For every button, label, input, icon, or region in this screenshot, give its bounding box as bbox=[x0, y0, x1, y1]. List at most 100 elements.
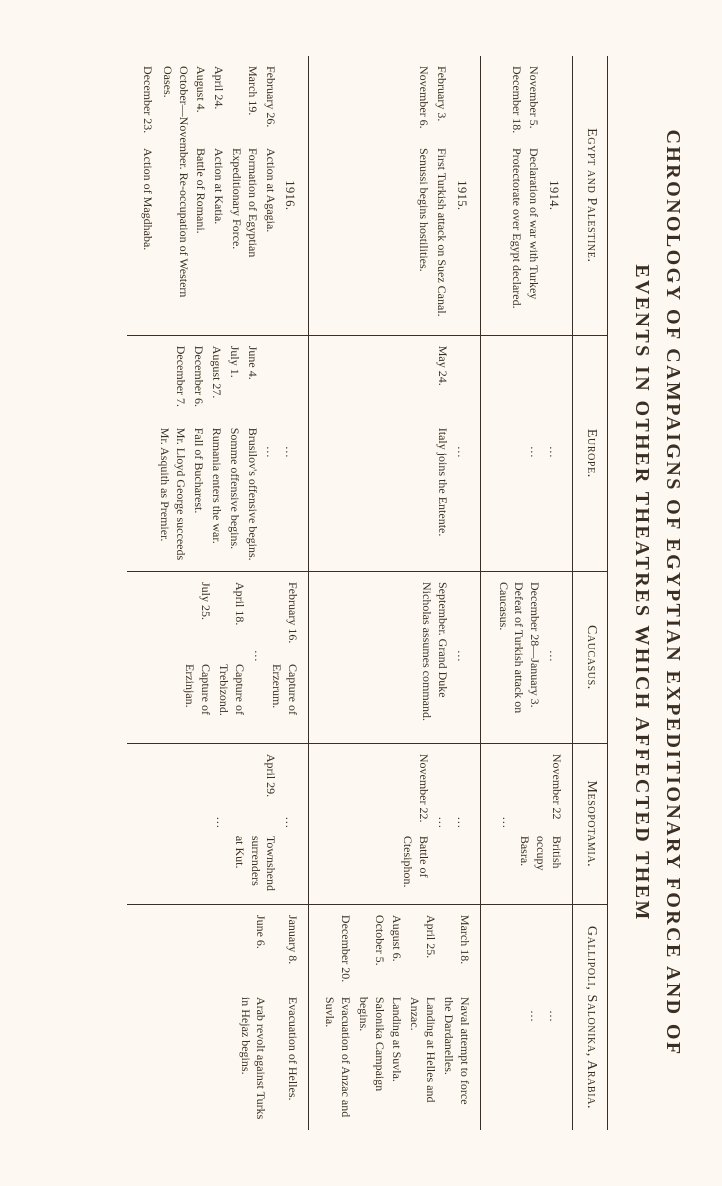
ellipsis: … bbox=[526, 915, 542, 1120]
entry: November 6. Senussi begins hostilities. bbox=[416, 66, 432, 325]
entry-date: December 7. bbox=[157, 346, 189, 428]
entry: December 23. Action of Magdhaba. bbox=[139, 66, 155, 325]
entry-date: April 18. bbox=[215, 582, 247, 664]
ellipsis: … bbox=[545, 915, 561, 1120]
entry-date: April 25. bbox=[406, 915, 438, 997]
entry: November 22 British occupy Basra. bbox=[517, 754, 564, 894]
entry: October 5. Salonika Campaign begins. bbox=[355, 915, 387, 1120]
table-header-row: Egypt and Palestine. Europe. Caucasus. M… bbox=[573, 56, 608, 1130]
year-1916: 1916. bbox=[282, 66, 299, 325]
entry-text: Battle of Romani. bbox=[193, 148, 209, 325]
entry: August 4. Battle of Romani. bbox=[193, 66, 209, 325]
ellipsis: … bbox=[545, 346, 561, 561]
entry-text: Mr. Lloyd George succeeds Mr. Asquith as… bbox=[157, 428, 189, 561]
entry: March 19. Formation of Egyptian Expediti… bbox=[228, 66, 260, 325]
entry-date: January 8. bbox=[284, 915, 300, 997]
entry: December 18. Protectorate over Egypt dec… bbox=[508, 66, 524, 325]
entry-date: December 23. bbox=[139, 66, 155, 148]
entry-text: Battle of Ctesiphon. bbox=[399, 836, 431, 894]
entry-date: March 19. bbox=[228, 66, 260, 148]
entry-date: May 24. bbox=[434, 346, 450, 428]
cell-1916-europe: … … June 4. Brusilov's offensive begins.… bbox=[127, 335, 309, 571]
ellipsis: … bbox=[545, 582, 561, 733]
entry-text: Protectorate over Egypt declared. bbox=[508, 148, 524, 325]
entry-date: August 6. bbox=[389, 915, 405, 997]
entry-text: Townshend surrenders at Kut. bbox=[231, 836, 278, 894]
entry: February 3. First Turkish attack on Suez… bbox=[433, 66, 449, 325]
entry-date: June 6. bbox=[237, 915, 269, 997]
cell-1914-meso: November 22 British occupy Basra. … bbox=[480, 743, 572, 904]
entry-date: August 4. bbox=[193, 66, 209, 148]
entry: April 18. Capture of Trebizond. bbox=[215, 582, 247, 733]
entry-text: Landing at Helles and Anzac. bbox=[406, 997, 438, 1120]
col-header-egypt: Egypt and Palestine. bbox=[573, 56, 608, 335]
entry-date: December 20. bbox=[321, 915, 353, 997]
entry-date: August 27. bbox=[208, 346, 224, 428]
entry-text: British occupy Basra. bbox=[517, 836, 564, 894]
entry: December 6. Fall of Bucharest. bbox=[190, 346, 206, 561]
title-block: CHRONOLOGY OF CAMPAIGNS OF EGYPTIAN EXPE… bbox=[626, 93, 688, 1093]
entry-date: February 3. bbox=[433, 66, 449, 148]
entry: April 29. Townshend surrenders at Kut. bbox=[231, 754, 278, 894]
cell-1915-egypt: 1915. February 3. First Turkish attack o… bbox=[309, 56, 480, 335]
entry: April 24. Action at Katia. bbox=[210, 66, 226, 325]
cell-1914-egypt: 1914. November 5. Declaration of war wit… bbox=[480, 56, 572, 335]
ellipsis: … bbox=[453, 754, 469, 894]
cell-1916-gallipoli: January 8. Evacuation of Helles. June 6.… bbox=[127, 904, 309, 1130]
entry-date: November 22 bbox=[517, 754, 564, 836]
ellipsis: … bbox=[212, 754, 228, 894]
entry-date: February 16. bbox=[269, 582, 301, 664]
ellipsis: … bbox=[453, 582, 469, 733]
ellipsis: … bbox=[453, 346, 469, 561]
entry-text: Capture of Erzerum. bbox=[269, 664, 301, 733]
title-line-2: EVENTS IN OTHER THEATRES WHICH AFFECTED … bbox=[626, 93, 657, 1093]
cell-1914-gallipoli: … … bbox=[480, 904, 572, 1130]
spacer bbox=[268, 915, 282, 1120]
cell-1914-europe: … … bbox=[480, 335, 572, 571]
entry: February 26. Action at Agagia. bbox=[262, 66, 278, 325]
entry-text: Italy joins the Entente. bbox=[434, 428, 450, 561]
entry-text: Naval attempt to force the Dardanelles. bbox=[440, 997, 472, 1120]
cell-1916-egypt: 1916. February 26. Action at Agagia. Mar… bbox=[127, 56, 309, 335]
ellipsis: … bbox=[526, 346, 542, 561]
entry-text: Evacuation of Helles. bbox=[284, 997, 300, 1120]
entry-text: December 28—January 3. Defeat of Turkish… bbox=[495, 582, 542, 733]
entry-date: November 5. bbox=[526, 66, 542, 148]
entry-date: December 18. bbox=[508, 66, 524, 148]
entry-date: July 1. bbox=[226, 346, 242, 428]
row-1914: 1914. November 5. Declaration of war wit… bbox=[480, 56, 572, 1130]
col-header-europe: Europe. bbox=[573, 335, 608, 571]
entry: June 4. Brusilov's offensive begins. bbox=[244, 346, 260, 561]
entry: November 5. Declaration of war with Turk… bbox=[526, 66, 542, 325]
year-1915: 1915. bbox=[453, 66, 470, 325]
entry-text: September. Grand Duke Nicholas assumes c… bbox=[418, 582, 450, 733]
entry-text: Arab revolt against Turks in Hejaz begin… bbox=[237, 997, 269, 1120]
entry-text: Formation of Egyptian Expeditionary Forc… bbox=[228, 148, 260, 325]
entry-date: December 6. bbox=[190, 346, 206, 428]
entry-text: Capture of Trebizond. bbox=[215, 664, 247, 733]
entry: February 16. Capture of Erzerum. bbox=[269, 582, 301, 733]
entry: December 20. Evacuation of Anzac and Suv… bbox=[321, 915, 353, 1120]
entry: May 24. Italy joins the Entente. bbox=[434, 346, 450, 561]
entry-text: Rumania enters the war. bbox=[208, 428, 224, 561]
entry-text: Action at Katia. bbox=[210, 148, 226, 325]
entry-text: Fall of Bucharest. bbox=[190, 428, 206, 561]
entry-date: February 26. bbox=[262, 66, 278, 148]
entry-text: Declaration of war with Turkey bbox=[526, 148, 542, 325]
entry-date: November 6. bbox=[416, 66, 432, 148]
entry-text: Somme offensive begins. bbox=[226, 428, 242, 561]
entry: March 18. Naval attempt to force the Dar… bbox=[440, 915, 472, 1120]
entry: April 25. Landing at Helles and Anzac. bbox=[406, 915, 438, 1120]
entry: June 6. Arab revolt against Turks in Hej… bbox=[237, 915, 269, 1120]
entry-text: Action at Agagia. bbox=[262, 148, 278, 325]
entry: August 6. Landing at Suvla. bbox=[389, 915, 405, 1120]
entry-date: July 25. bbox=[181, 582, 213, 664]
entry-text: Evacuation of Anzac and Suvla. bbox=[321, 997, 353, 1120]
entry: July 1. Somme offensive begins. bbox=[226, 346, 242, 561]
cell-1916-meso: … April 29. Townshend surrenders at Kut.… bbox=[127, 743, 309, 904]
col-header-caucasus: Caucasus. bbox=[573, 572, 608, 744]
col-header-gallipoli: Gallipoli, Salonika, Arabia. bbox=[573, 904, 608, 1130]
entry-date: October 5. bbox=[355, 915, 387, 997]
entry-text: Action of Magdhaba. bbox=[139, 148, 155, 325]
rotated-page: CHRONOLOGY OF CAMPAIGNS OF EGYPTIAN EXPE… bbox=[0, 0, 722, 1186]
